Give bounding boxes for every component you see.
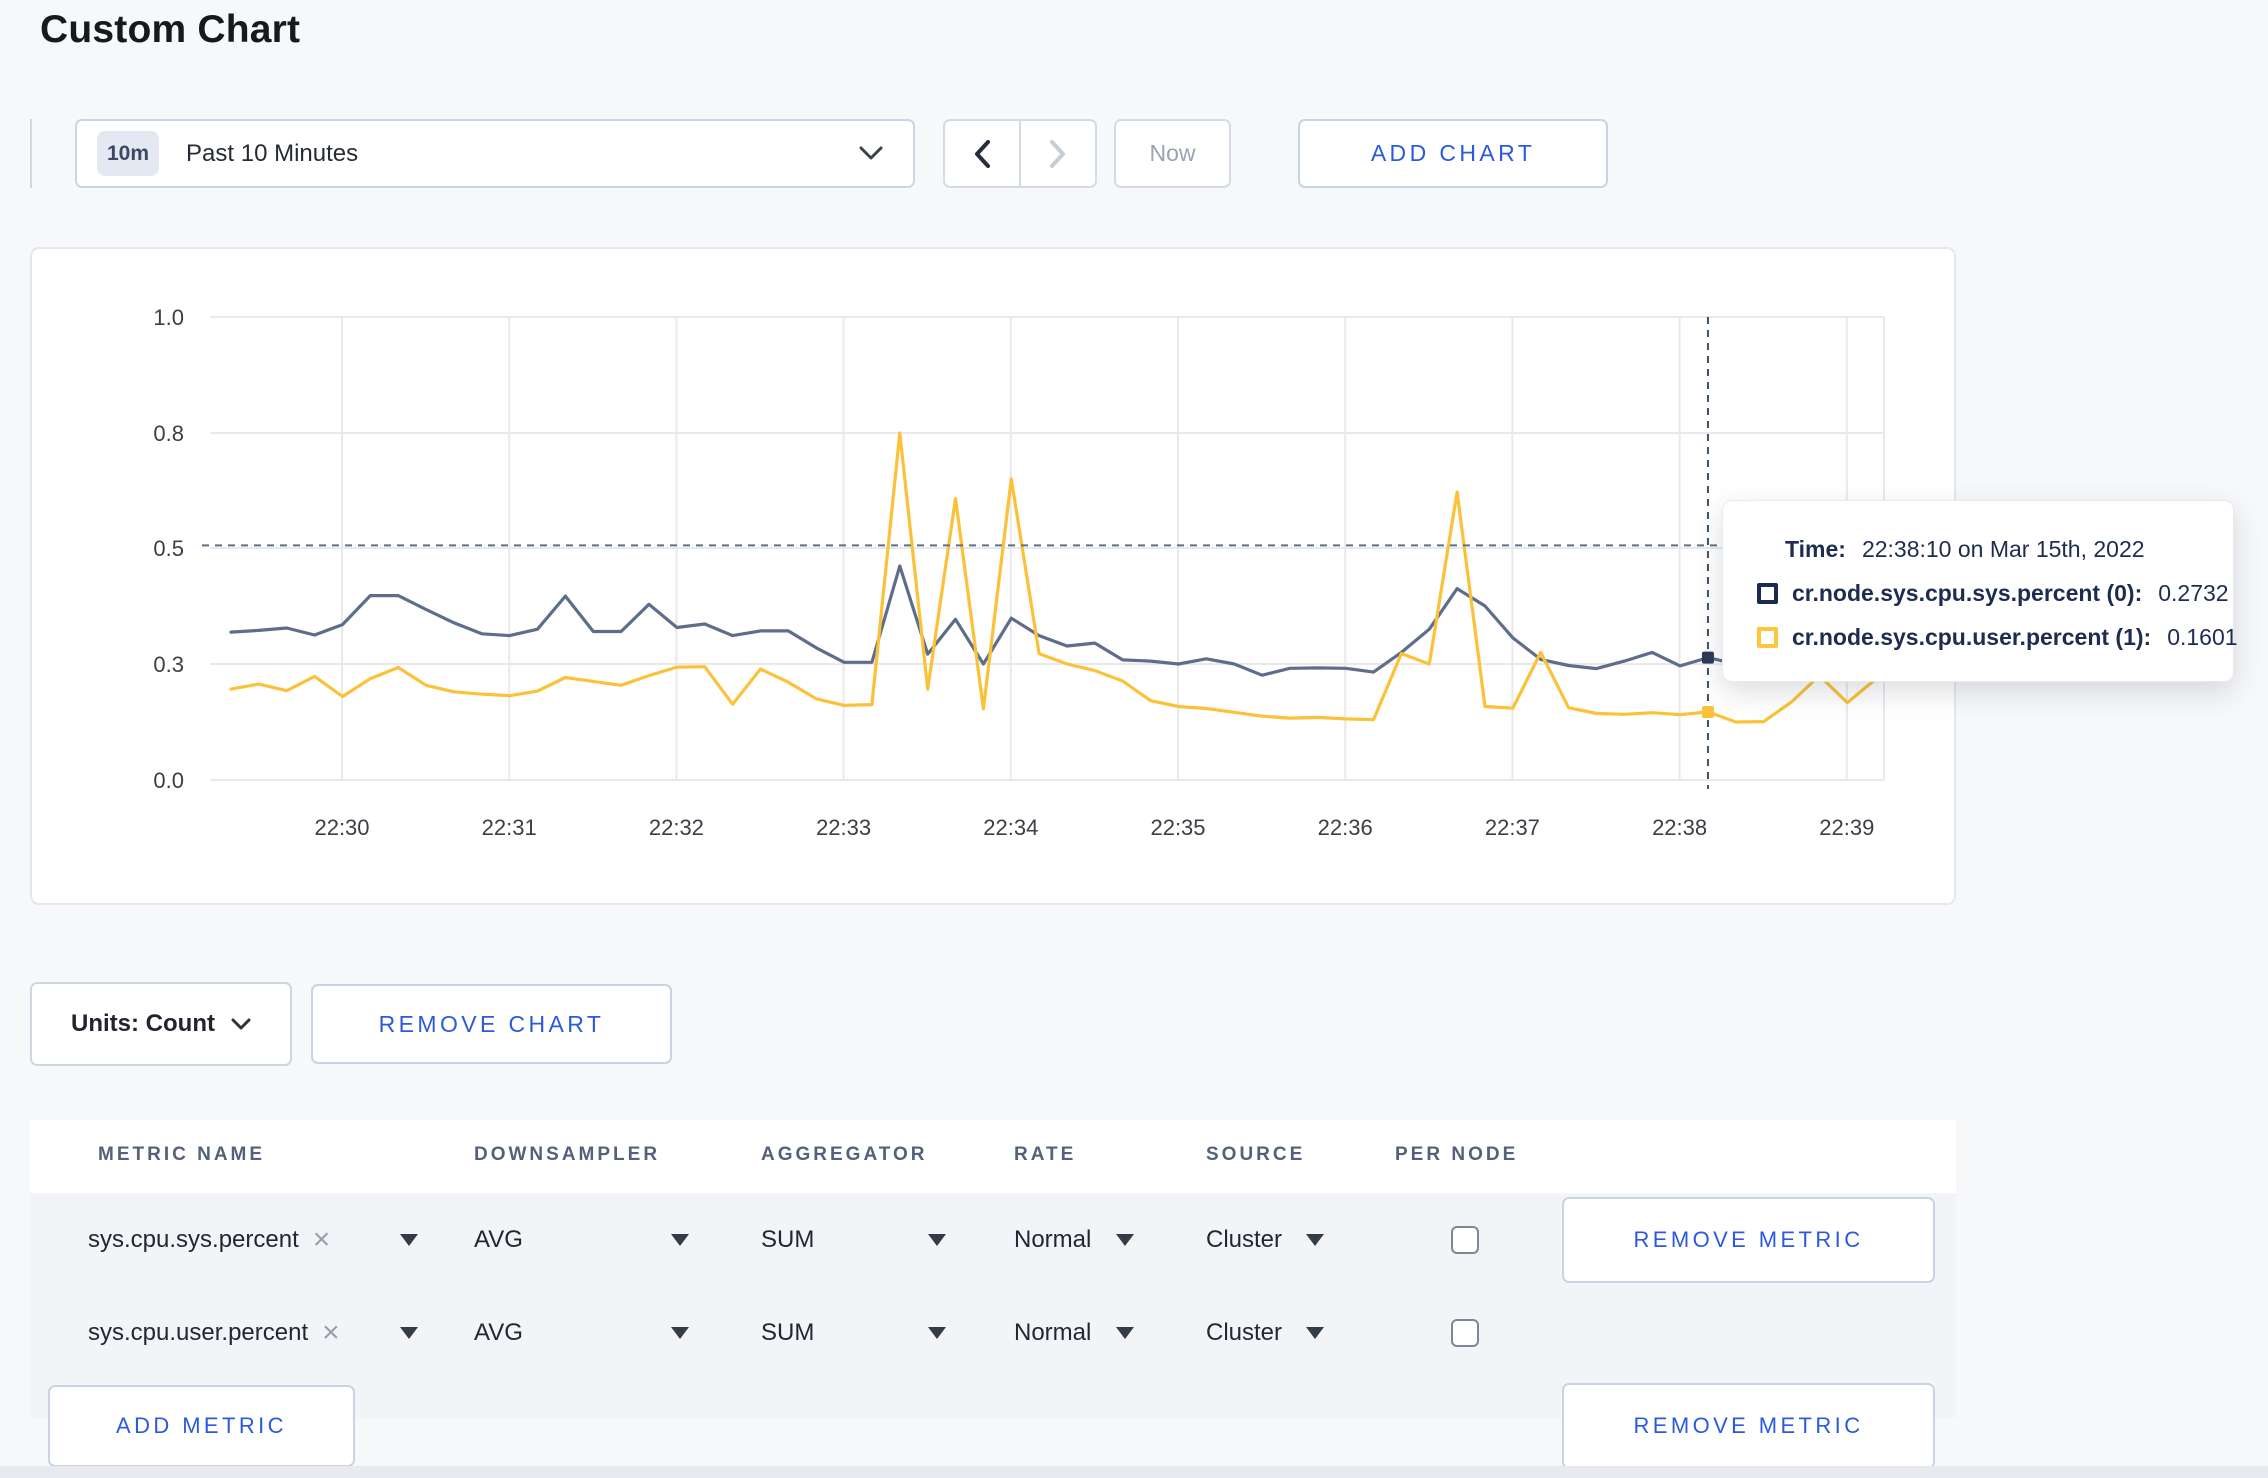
caret-down-icon <box>671 1326 689 1339</box>
caret-down-icon <box>1116 1233 1134 1246</box>
col-header-metric-name: METRIC NAME <box>98 1144 266 1165</box>
svg-text:22:36: 22:36 <box>1318 815 1373 840</box>
downsampler-select[interactable]: AVG <box>474 1286 689 1379</box>
metrics-table-header: METRIC NAME DOWNSAMPLER AGGREGATOR RATE … <box>30 1120 1956 1193</box>
downsampler-select[interactable]: AVG <box>474 1193 689 1286</box>
tooltip-time-label: Time: <box>1785 535 1846 562</box>
time-range-label: Past 10 Minutes <box>186 139 359 167</box>
metrics-table-body: sys.cpu.sys.percent × AVG SUM Normal Clu… <box>30 1193 1956 1469</box>
caret-down-icon <box>1116 1326 1134 1339</box>
remove-metric-button[interactable]: REMOVE METRIC <box>1562 1197 1935 1283</box>
caret-down-icon <box>671 1233 689 1246</box>
series-swatch-sys-icon <box>1757 582 1778 604</box>
per-node-checkbox[interactable] <box>1451 1318 1479 1347</box>
units-selector[interactable]: Units: Count <box>30 982 292 1066</box>
svg-text:22:38: 22:38 <box>1652 815 1707 840</box>
svg-text:0.8: 0.8 <box>153 421 184 446</box>
rate-select[interactable]: Normal <box>1014 1286 1134 1379</box>
clear-metric-icon[interactable]: × <box>322 1315 340 1349</box>
tooltip-series-name: cr.node.sys.cpu.user.percent (1): <box>1792 623 2152 650</box>
caret-down-icon[interactable] <box>400 1326 418 1339</box>
caret-down-icon[interactable] <box>400 1233 418 1246</box>
remove-chart-button[interactable]: REMOVE CHART <box>311 984 672 1064</box>
caret-down-icon <box>1306 1326 1324 1339</box>
time-next-button[interactable] <box>1019 121 1095 186</box>
col-header-rate: RATE <box>1014 1144 1077 1165</box>
svg-text:22:30: 22:30 <box>314 815 369 840</box>
source-select[interactable]: Cluster <box>1206 1286 1324 1379</box>
chevron-down-icon <box>231 1018 251 1029</box>
page-title: Custom Chart <box>40 8 301 51</box>
caret-down-icon <box>928 1326 946 1339</box>
tooltip-series-value: 0.1601 <box>2167 623 2238 650</box>
chart-tooltip: Time: 22:38:10 on Mar 15th, 2022 cr.node… <box>1722 500 2238 682</box>
svg-text:0.0: 0.0 <box>153 768 184 793</box>
rate-select[interactable]: Normal <box>1014 1193 1134 1286</box>
time-range-selector[interactable]: 10m Past 10 Minutes <box>75 119 915 188</box>
metric-name-value: sys.cpu.sys.percent <box>88 1225 299 1253</box>
page-bottom-edge <box>0 1466 2268 1478</box>
add-chart-button[interactable]: ADD CHART <box>1298 119 1608 188</box>
chevron-left-icon <box>975 139 990 168</box>
svg-text:1.0: 1.0 <box>153 305 184 330</box>
time-range-badge: 10m <box>97 131 160 176</box>
tooltip-series-value: 0.2732 <box>2158 579 2229 606</box>
col-header-downsampler: DOWNSAMPLER <box>474 1144 661 1165</box>
metric-name-value: sys.cpu.user.percent <box>88 1318 309 1346</box>
svg-text:22:32: 22:32 <box>649 815 704 840</box>
svg-text:0.3: 0.3 <box>153 652 184 677</box>
add-metric-button[interactable]: ADD METRIC <box>48 1385 355 1467</box>
metric-name-select[interactable]: sys.cpu.user.percent × <box>88 1286 418 1379</box>
svg-text:22:33: 22:33 <box>816 815 871 840</box>
col-header-per-node: PER NODE <box>1395 1144 1519 1165</box>
svg-text:22:37: 22:37 <box>1485 815 1540 840</box>
remove-metric-button[interactable]: REMOVE METRIC <box>1562 1383 1935 1469</box>
time-nav-group <box>943 119 1097 188</box>
now-button[interactable]: Now <box>1114 119 1231 188</box>
svg-text:22:39: 22:39 <box>1819 815 1874 840</box>
caret-down-icon <box>1306 1233 1324 1246</box>
svg-text:22:31: 22:31 <box>482 815 537 840</box>
svg-text:0.5: 0.5 <box>153 536 184 561</box>
metrics-table: METRIC NAME DOWNSAMPLER AGGREGATOR RATE … <box>30 1120 1956 1469</box>
col-header-aggregator: AGGREGATOR <box>761 1144 928 1165</box>
source-select[interactable]: Cluster <box>1206 1193 1324 1286</box>
chevron-down-icon <box>859 146 883 160</box>
tooltip-time-value: 22:38:10 on Mar 15th, 2022 <box>1861 535 2145 562</box>
chevron-right-icon <box>1050 139 1065 168</box>
units-label: Units: Count <box>71 1010 215 1037</box>
time-prev-button[interactable] <box>945 121 1019 186</box>
tooltip-series-name: cr.node.sys.cpu.sys.percent (0): <box>1792 579 2143 606</box>
metric-row: sys.cpu.sys.percent × AVG SUM Normal Clu… <box>30 1193 1956 1286</box>
svg-text:22:34: 22:34 <box>983 815 1038 840</box>
caret-down-icon <box>928 1233 946 1246</box>
aggregator-select[interactable]: SUM <box>761 1193 946 1286</box>
metric-row: sys.cpu.user.percent × AVG SUM Normal Cl… <box>30 1286 1956 1469</box>
svg-text:22:35: 22:35 <box>1150 815 1205 840</box>
timeseries-chart[interactable]: 0.0 0.3 0.5 0.8 1.0 22:30 22:31 22:32 22:33 22:34… <box>32 249 1954 903</box>
chart-card: 0.0 0.3 0.5 0.8 1.0 22:30 22:31 22:32 22:33 22:34… <box>30 247 1956 905</box>
series-swatch-user-icon <box>1757 626 1778 648</box>
toolbar-divider <box>30 119 32 188</box>
col-header-source: SOURCE <box>1206 1144 1306 1165</box>
metric-name-select[interactable]: sys.cpu.sys.percent × <box>88 1193 418 1286</box>
per-node-checkbox[interactable] <box>1451 1225 1479 1254</box>
clear-metric-icon[interactable]: × <box>312 1222 331 1256</box>
aggregator-select[interactable]: SUM <box>761 1286 946 1379</box>
